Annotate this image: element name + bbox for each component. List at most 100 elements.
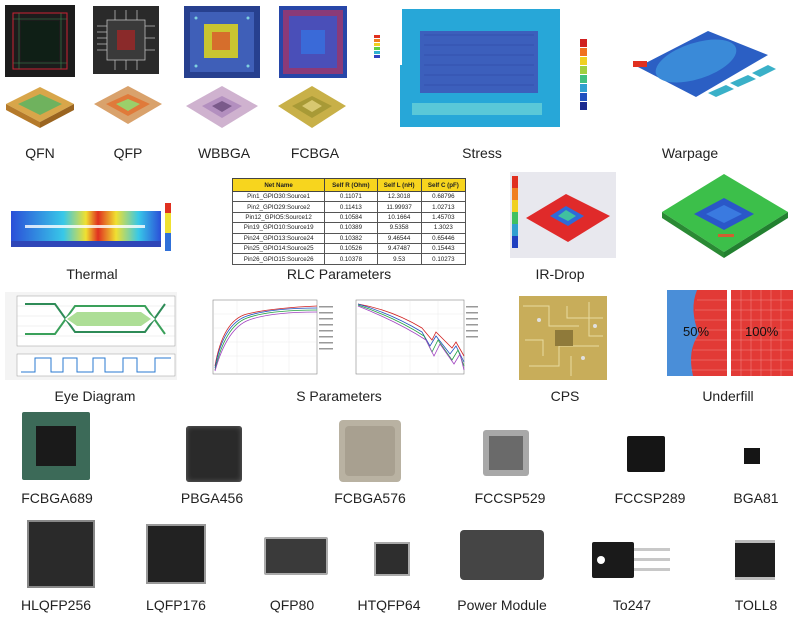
column-header: Self C (pF) [420, 178, 467, 192]
lqfp176-package-image [146, 524, 206, 584]
table-cell: 9.46544 [376, 232, 422, 244]
table-cell: 11.99937 [376, 201, 422, 213]
table-header-row: Net Name Self R (Ohm) Self L (nH) Self C… [231, 178, 467, 192]
pbga456-package-image [186, 426, 242, 482]
s-parameters-chart-1 [207, 296, 337, 380]
table-cell: 0.68796 [420, 190, 467, 203]
fccsp529-package-image [483, 430, 529, 476]
thermal-simulation-image [5, 193, 181, 257]
wbbga-3d-image [184, 82, 260, 134]
to247-package-image [592, 540, 670, 580]
eye-diagram-label: Eye Diagram [54, 388, 136, 404]
fcbga-label: FCBGA [290, 145, 340, 161]
qfn-3d-image [4, 82, 76, 132]
table-cell: 10.1664 [376, 211, 422, 224]
cps-layout-image [519, 296, 607, 380]
qfp-label: QFP [113, 145, 143, 161]
table-cell: Pin19_GPIO10:Source19 [231, 222, 326, 234]
power-module-label: Power Module [457, 597, 547, 613]
to247-label: To247 [612, 597, 652, 613]
fcbga576-label: FCBGA576 [334, 490, 406, 506]
fcbga689-label: FCBGA689 [21, 490, 93, 506]
table-cell: 1.02713 [420, 201, 467, 213]
fccsp289-label: FCCSP289 [614, 490, 686, 506]
underfill-label: Underfill [702, 388, 754, 404]
ir-drop-label: IR-Drop [535, 266, 585, 282]
qfn-layout-image [5, 5, 75, 77]
qfp80-label: QFP80 [269, 597, 315, 613]
cps-label: CPS [550, 388, 580, 404]
table-cell: Pin2_GPIO29:Source2 [231, 201, 326, 213]
hlqfp256-package-image [27, 520, 95, 588]
table-row: Pin19_GPIO10:Source19 0.10389 9.5358 1.3023 [231, 222, 467, 234]
table-cell: 9.47487 [376, 242, 422, 255]
table-row: Pin26_GPIO15:Source26 0.10378 9.53 0.10273 [231, 253, 467, 265]
table-cell: 0.11413 [324, 201, 378, 213]
pbga456-label: PBGA456 [180, 490, 244, 506]
toll8-package-image [735, 540, 775, 580]
bga81-label: BGA81 [733, 490, 779, 506]
warpage-simulation-image [578, 5, 796, 135]
table-row: Pin24_GPIO13:Source24 0.10382 9.46544 0.654… [231, 232, 467, 244]
underfill-50-value: 50% [683, 324, 710, 339]
fcbga-layout-image [279, 6, 347, 78]
table-cell: 1.45703 [420, 211, 467, 224]
fccsp529-label: FCCSP529 [474, 490, 546, 506]
table-cell: 9.5358 [376, 222, 422, 234]
table-cell: Pin26_GPIO15:Source26 [231, 253, 326, 265]
wbbga-label: WBBGA [197, 145, 251, 161]
table-cell: Pin25_GPIO14:Source25 [231, 242, 326, 255]
table-row: Pin2_GPIO29:Source2 0.11413 11.99937 1.0271… [231, 201, 467, 213]
table-cell: 12.3018 [376, 190, 422, 203]
table-cell: 0.10378 [324, 253, 378, 265]
underfill-100-image: 100% [731, 290, 793, 376]
underfill-50-image: 50% [667, 290, 727, 376]
column-header: Self L (nH) [376, 178, 422, 192]
table-cell: 0.10273 [420, 253, 467, 265]
thermal-label: Thermal [66, 266, 118, 282]
table-row: Pin25_GPIO14:Source25 0.10526 9.47487 0.154… [231, 242, 467, 255]
table-cell: 0.15443 [420, 242, 467, 255]
table-cell: 0.10389 [324, 222, 378, 234]
s-parameters-chart-2 [352, 296, 482, 380]
column-header: Net Name [231, 178, 326, 192]
qfp80-package-image [264, 537, 328, 575]
table-cell: 9.53 [376, 253, 422, 265]
wbbga-layout-image [184, 6, 260, 78]
bga81-package-image [744, 448, 760, 464]
pcb-3d-image [660, 172, 790, 262]
underfill-100-value: 100% [745, 324, 779, 339]
table-cell: 0.11071 [324, 190, 378, 203]
qfp-layout-image [93, 6, 159, 74]
table-cell: Pin1_GPIO30:Source1 [231, 190, 326, 203]
lqfp176-label: LQFP176 [146, 597, 206, 613]
rlc-parameters-table: Net Name Self R (Ohm) Self L (nH) Self C… [231, 178, 467, 265]
table-cell: 0.10526 [324, 242, 378, 255]
htqfp64-label: HTQFP64 [357, 597, 421, 613]
ir-drop-image [510, 172, 616, 258]
table-row: Pin1_GPIO30:Source1 0.11071 12.3018 0.68796 [231, 190, 467, 203]
htqfp64-package-image [374, 542, 410, 576]
power-module-package-image [460, 530, 544, 580]
stress-simulation-image [372, 5, 567, 135]
fcbga689-package-image [22, 412, 90, 480]
table-cell: 1.3023 [420, 222, 467, 234]
stress-label: Stress [462, 145, 502, 161]
table-cell: Pin12_GPIO5:Source12 [231, 211, 326, 224]
table-cell: 0.10382 [324, 232, 378, 244]
fcbga576-package-image [339, 420, 401, 482]
toll8-label: TOLL8 [734, 597, 778, 613]
table-cell: Pin24_GPIO13:Source24 [231, 232, 326, 244]
qfn-label: QFN [25, 145, 55, 161]
eye-diagram-image [5, 292, 177, 380]
qfp-3d-image [92, 82, 164, 132]
fccsp289-package-image [627, 436, 665, 472]
warpage-label: Warpage [661, 145, 719, 161]
rlc-parameters-label: RLC Parameters [286, 266, 392, 282]
table-row: Pin12_GPIO5:Source12 0.10584 10.1664 1.4570… [231, 211, 467, 224]
table-cell: 0.65446 [420, 232, 467, 244]
column-header: Self R (Ohm) [324, 178, 378, 192]
table-cell: 0.10584 [324, 211, 378, 224]
fcbga-3d-image [276, 82, 348, 134]
s-parameters-label: S Parameters [296, 388, 382, 404]
